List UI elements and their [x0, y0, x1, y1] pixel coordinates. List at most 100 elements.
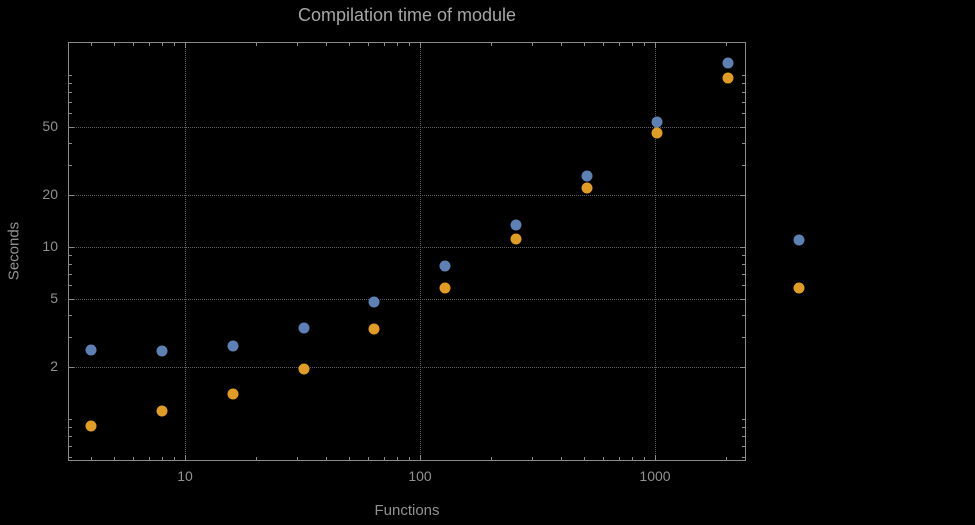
x-minor-tick — [148, 457, 150, 460]
data-point-blue — [510, 219, 522, 231]
y-minor-tick — [69, 254, 72, 256]
x-major-tick — [185, 43, 186, 48]
x-minor-tick — [725, 43, 727, 46]
data-point-blue — [439, 260, 451, 272]
x-minor-tick — [632, 43, 634, 46]
y-minor-tick — [742, 113, 745, 115]
y-major-tick — [69, 247, 74, 248]
y-minor-tick — [69, 75, 72, 76]
x-minor-tick — [618, 457, 620, 460]
x-minor-tick — [409, 43, 411, 46]
x-minor-tick — [132, 43, 134, 46]
x-minor-tick — [397, 43, 399, 46]
x-minor-tick — [644, 43, 646, 46]
x-minor-tick — [297, 457, 299, 460]
y-gridline — [69, 126, 745, 128]
y-minor-tick — [69, 273, 72, 275]
data-point-orange — [85, 420, 97, 432]
x-major-tick — [420, 43, 421, 48]
y-minor-tick — [742, 457, 745, 459]
y-minor-tick — [69, 419, 72, 420]
x-minor-tick — [132, 457, 134, 460]
x-minor-tick — [383, 43, 385, 46]
x-gridline — [420, 43, 421, 460]
data-point-orange — [439, 282, 451, 294]
y-minor-tick — [742, 426, 745, 428]
data-point-orange — [298, 363, 310, 375]
y-minor-tick — [742, 445, 745, 447]
data-point-blue — [298, 322, 310, 334]
y-major-tick — [740, 298, 745, 300]
y-minor-tick — [742, 254, 745, 256]
data-point-blue — [722, 57, 734, 69]
data-point-orange — [368, 323, 380, 335]
data-point-orange — [581, 182, 593, 194]
x-minor-tick — [91, 457, 93, 460]
y-major-tick — [69, 195, 74, 197]
data-point-blue — [156, 345, 168, 357]
y-minor-tick — [742, 336, 745, 338]
x-minor-tick — [367, 457, 369, 460]
y-minor-tick — [742, 143, 745, 145]
y-major-tick — [69, 367, 74, 369]
x-minor-tick — [561, 43, 563, 46]
data-point-blue — [368, 296, 380, 308]
y-minor-tick — [69, 82, 72, 84]
x-gridline — [655, 43, 656, 460]
x-minor-tick — [148, 43, 150, 46]
y-minor-tick — [742, 263, 745, 265]
y-minor-tick — [742, 164, 745, 166]
y-major-tick — [740, 367, 745, 369]
x-minor-tick — [326, 43, 328, 46]
x-minor-tick — [114, 457, 116, 460]
x-tick-label: 10 — [177, 468, 193, 484]
y-minor-tick — [69, 457, 72, 459]
x-minor-tick — [602, 457, 604, 460]
y-tick-label: 10 — [42, 238, 58, 254]
x-minor-tick — [383, 457, 385, 460]
y-major-tick — [740, 247, 745, 248]
y-tick-label: 2 — [50, 358, 58, 375]
plot-frame — [68, 42, 746, 461]
y-tick-label: 20 — [42, 186, 58, 203]
x-minor-tick — [490, 457, 492, 460]
x-minor-tick — [490, 43, 492, 46]
data-point-blue — [793, 234, 805, 246]
y-minor-tick — [742, 273, 745, 275]
data-point-orange — [510, 233, 522, 245]
x-minor-tick — [584, 457, 586, 460]
data-point-orange — [156, 405, 168, 417]
y-minor-tick — [742, 435, 745, 437]
x-minor-tick — [632, 457, 634, 460]
x-major-tick — [655, 43, 656, 48]
y-minor-tick — [69, 445, 72, 447]
data-point-blue — [651, 116, 663, 128]
y-minor-tick — [69, 426, 72, 428]
y-major-tick — [69, 126, 74, 128]
x-minor-tick — [532, 457, 534, 460]
x-minor-tick — [532, 43, 534, 46]
x-tick-label: 100 — [408, 468, 432, 484]
x-minor-tick — [618, 43, 620, 46]
y-minor-tick — [742, 75, 745, 76]
data-point-orange — [227, 388, 239, 400]
x-minor-tick — [725, 457, 727, 460]
y-minor-tick — [69, 143, 72, 145]
x-major-tick — [185, 455, 186, 460]
y-minor-tick — [742, 101, 745, 103]
y-major-tick — [740, 126, 745, 128]
x-minor-tick — [584, 43, 586, 46]
y-minor-tick — [69, 263, 72, 265]
chart-title: Compilation time of module — [297, 5, 517, 25]
y-gridline — [69, 247, 745, 248]
y-gridline — [69, 195, 745, 197]
y-minor-tick — [742, 419, 745, 420]
y-axis-label: Seconds — [5, 221, 23, 281]
data-point-blue — [85, 344, 97, 356]
x-minor-tick — [297, 43, 299, 46]
x-gridline — [185, 43, 186, 460]
y-minor-tick — [69, 91, 72, 93]
x-minor-tick — [162, 457, 164, 460]
x-minor-tick — [114, 43, 116, 46]
